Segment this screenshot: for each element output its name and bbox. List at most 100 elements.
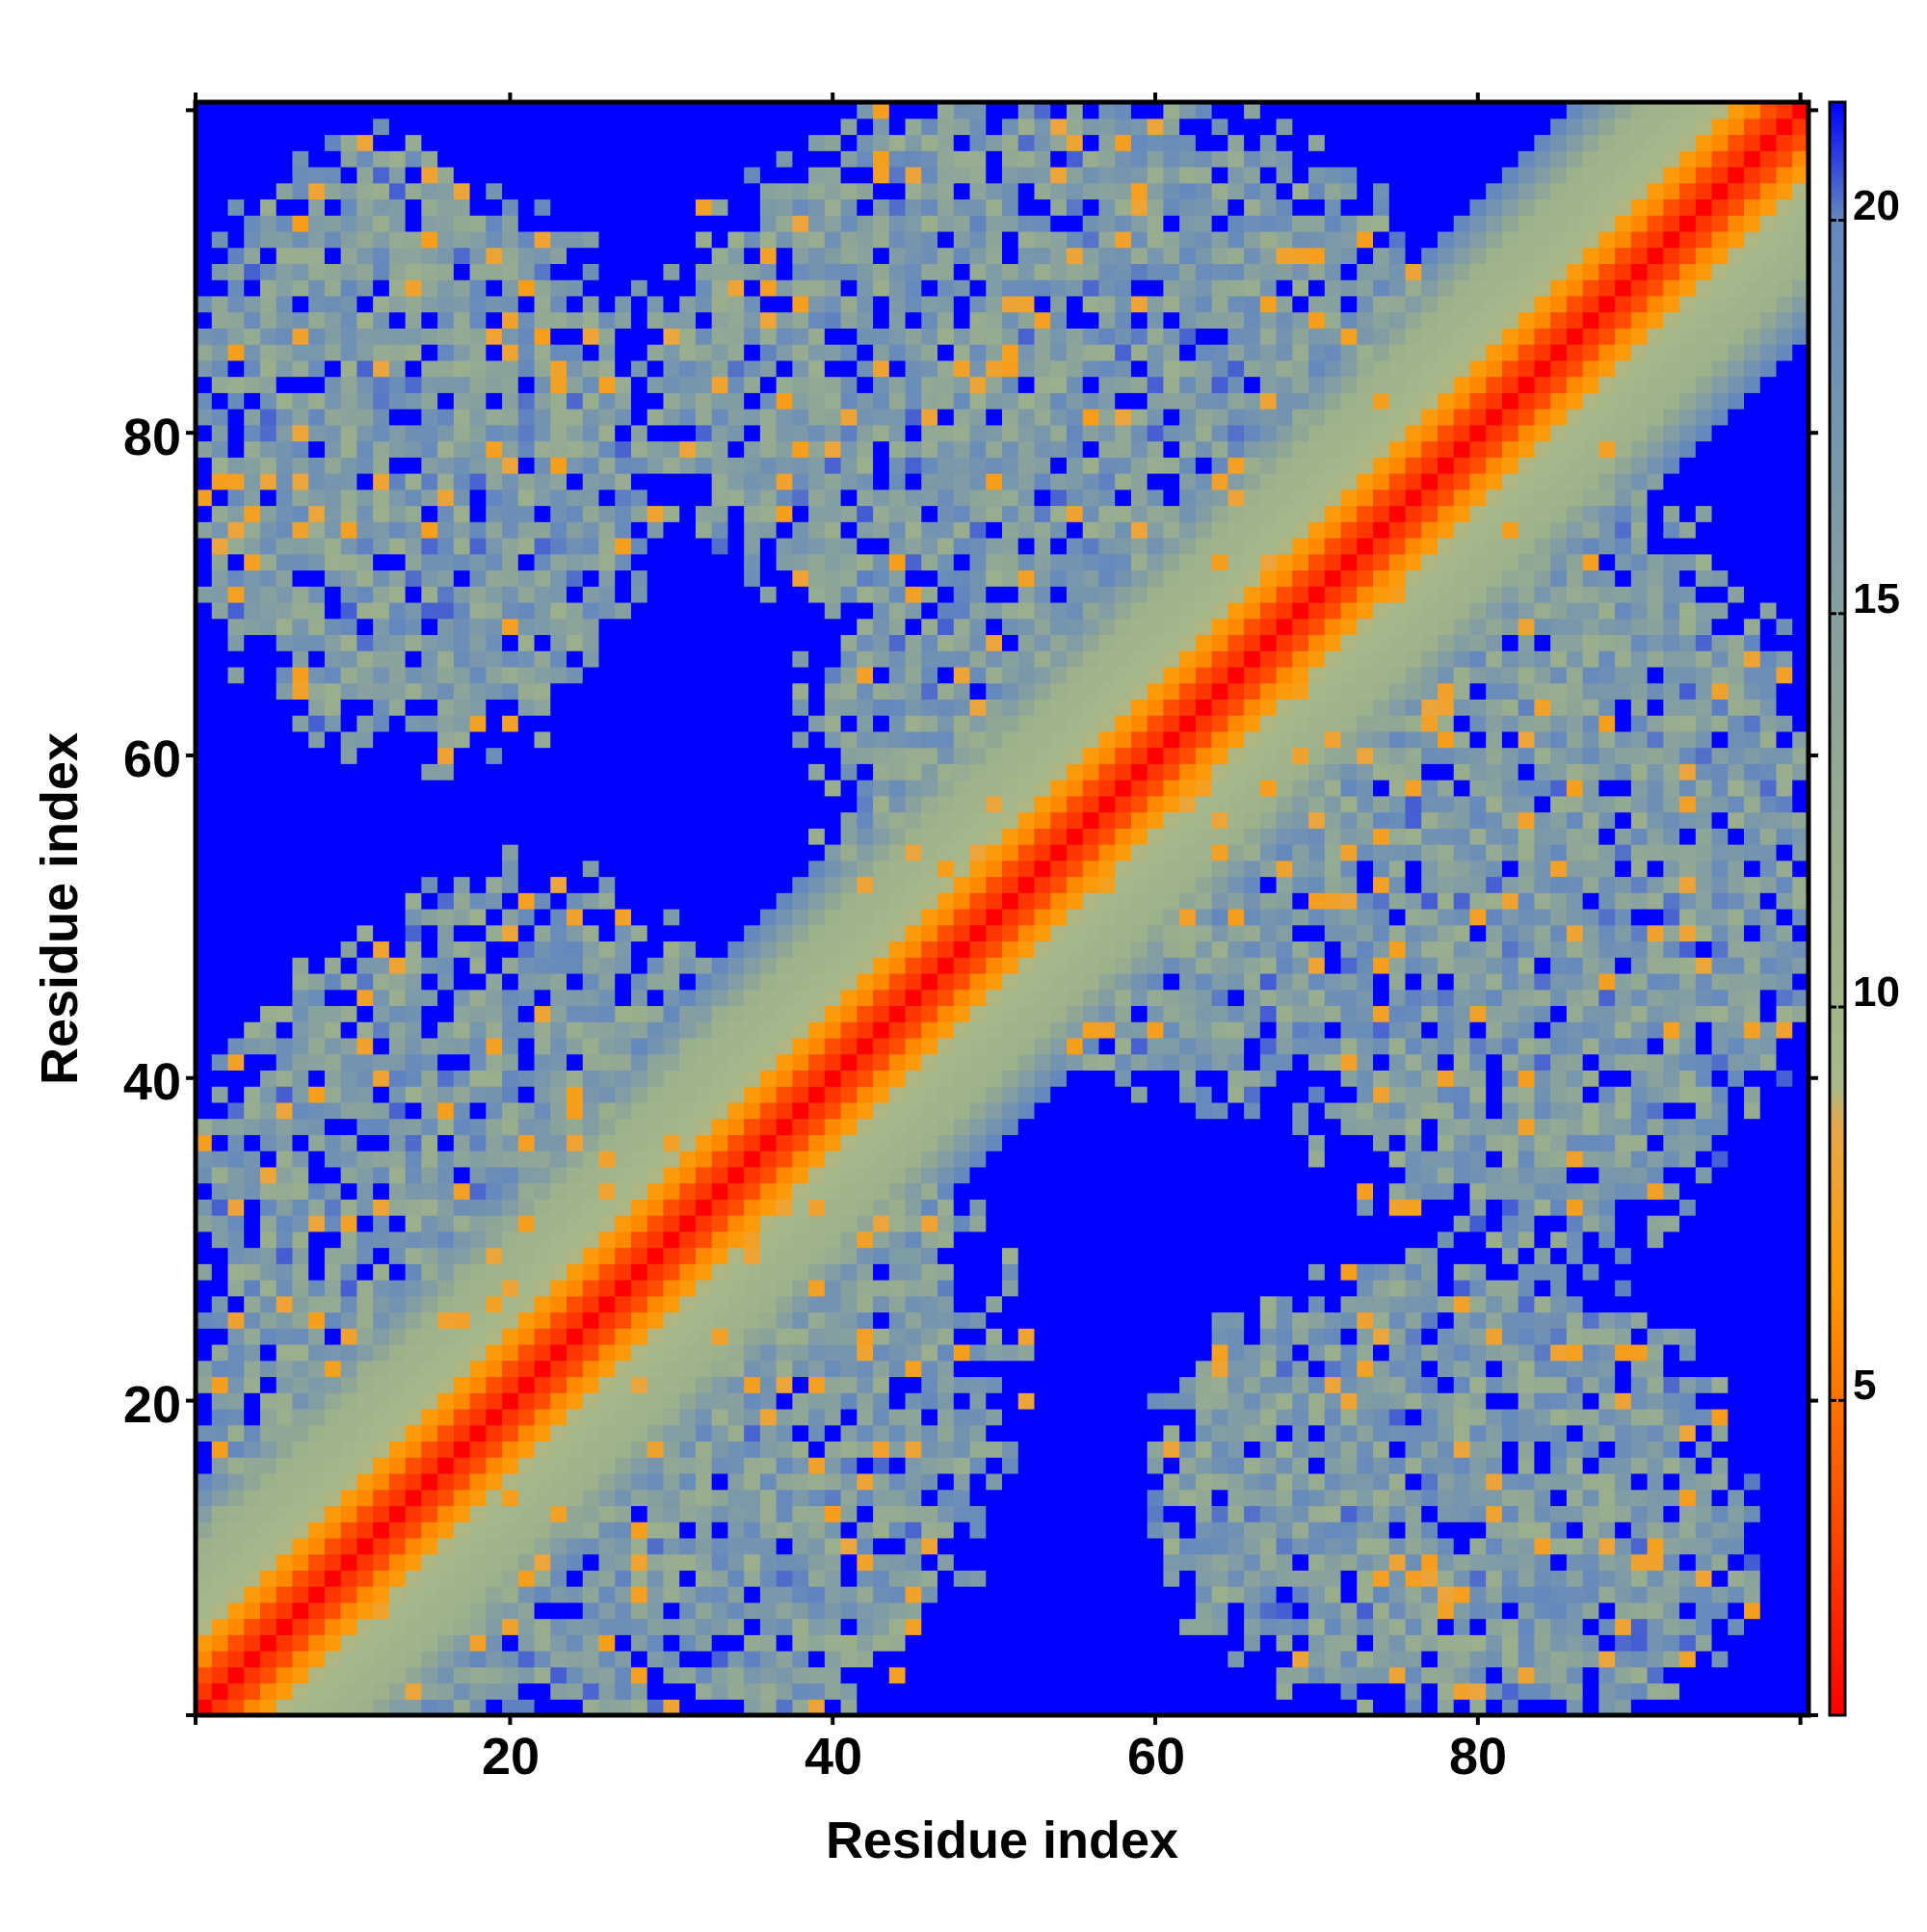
heatmap-cell [502, 505, 519, 522]
heatmap-cell [308, 650, 326, 668]
heatmap-cell [695, 1070, 713, 1087]
heatmap-cell [921, 1424, 938, 1442]
heatmap-cell [292, 1182, 309, 1200]
heatmap-cell [986, 198, 1003, 216]
heatmap-cell [598, 1376, 616, 1393]
heatmap-cell [663, 1489, 680, 1506]
heatmap-cell [292, 876, 309, 893]
heatmap-cell [405, 586, 422, 603]
heatmap-cell [824, 1199, 842, 1216]
heatmap-cell [534, 1037, 551, 1055]
heatmap-cell [937, 1280, 955, 1297]
heatmap-cell [356, 1505, 374, 1522]
heatmap-cell [196, 263, 213, 280]
heatmap-cell [873, 409, 890, 426]
heatmap-cell [421, 263, 438, 280]
heatmap-cell [759, 247, 778, 264]
heatmap-cell [744, 1182, 761, 1200]
heatmap-cell [679, 537, 697, 555]
heatmap-cell [905, 230, 922, 249]
heatmap-cell [727, 409, 745, 426]
heatmap-cell [534, 311, 551, 329]
heatmap-cell [905, 876, 922, 893]
heatmap-cell [969, 715, 987, 732]
heatmap-cell [986, 457, 1003, 474]
heatmap-cell [630, 1086, 648, 1103]
heatmap-cell [711, 150, 729, 168]
heatmap-cell [276, 682, 294, 700]
heatmap-cell [582, 763, 600, 781]
heatmap-cell [211, 876, 229, 893]
heatmap-cell [873, 118, 890, 136]
heatmap-cell [986, 1215, 1003, 1232]
heatmap-cell [437, 295, 455, 313]
heatmap-cell [405, 392, 422, 410]
heatmap-cell [421, 1101, 438, 1120]
heatmap-cell [388, 747, 407, 764]
heatmap-cell [276, 1070, 294, 1087]
heatmap-cell [776, 311, 793, 329]
heatmap-cell [373, 1086, 390, 1103]
heatmap-cell [582, 1376, 600, 1393]
heatmap-cell [437, 1295, 455, 1313]
heatmap-cell [340, 699, 357, 716]
heatmap-cell [388, 1247, 407, 1264]
heatmap-cell [550, 118, 568, 136]
heatmap-cell [324, 1070, 342, 1087]
heatmap-cell [227, 1489, 245, 1506]
heatmap-cell [969, 1215, 987, 1232]
heatmap-cell [986, 860, 1003, 878]
heatmap-cell [356, 1651, 374, 1668]
heatmap-cell [502, 682, 519, 700]
heatmap-cell [469, 634, 487, 651]
heatmap-cell [615, 1522, 632, 1539]
heatmap-cell [905, 892, 922, 910]
heatmap-cell [695, 1101, 713, 1120]
heatmap-cell [469, 682, 487, 700]
heatmap-cell [840, 1651, 858, 1668]
heatmap-cell [808, 730, 826, 749]
heatmap-cell [324, 1343, 342, 1362]
heatmap-cell [937, 1295, 955, 1313]
heatmap-cell [550, 1328, 568, 1345]
heatmap-cell [824, 666, 842, 684]
heatmap-cell [598, 376, 616, 393]
heatmap-cell [388, 1311, 407, 1329]
heatmap-cell [582, 715, 600, 732]
heatmap-cell [937, 279, 955, 297]
heatmap-cell [776, 1457, 793, 1474]
heatmap-cell [937, 618, 955, 636]
heatmap-cell [824, 328, 842, 345]
heatmap-cell [534, 1634, 551, 1652]
heatmap-cell [840, 1666, 858, 1684]
heatmap-cell [388, 1280, 407, 1297]
heatmap-cell [340, 1666, 357, 1684]
heatmap-cell [227, 699, 245, 716]
heatmap-cell [663, 1328, 680, 1345]
heatmap-cell [857, 957, 874, 974]
heatmap-cell [405, 1457, 422, 1474]
heatmap-cell [776, 892, 793, 910]
heatmap-cell [308, 1086, 326, 1103]
heatmap-cell [598, 1070, 616, 1087]
heatmap-cell [824, 1601, 842, 1620]
heatmap-cell [486, 1472, 503, 1491]
heatmap-cell [792, 1280, 809, 1297]
heatmap-cell [679, 747, 697, 764]
heatmap-cell [437, 1182, 455, 1200]
heatmap-cell [356, 376, 374, 393]
heatmap-cell [211, 1199, 229, 1216]
heatmap-cell [373, 134, 390, 151]
heatmap-cell [388, 650, 407, 668]
heatmap-cell [615, 1053, 632, 1071]
heatmap-cell [824, 795, 842, 813]
heatmap-cell [824, 311, 842, 329]
heatmap-cell [953, 1472, 971, 1491]
heatmap-cell [227, 1263, 245, 1281]
heatmap-cell [792, 618, 809, 636]
heatmap-cell [356, 1408, 374, 1426]
heatmap-cell [873, 1505, 890, 1522]
heatmap-cell [711, 1118, 729, 1135]
heatmap-cell [211, 795, 229, 813]
heatmap-cell [421, 1118, 438, 1135]
